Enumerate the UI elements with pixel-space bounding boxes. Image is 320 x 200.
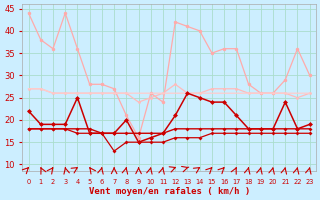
X-axis label: Vent moyen/en rafales ( km/h ): Vent moyen/en rafales ( km/h ) — [89, 187, 250, 196]
